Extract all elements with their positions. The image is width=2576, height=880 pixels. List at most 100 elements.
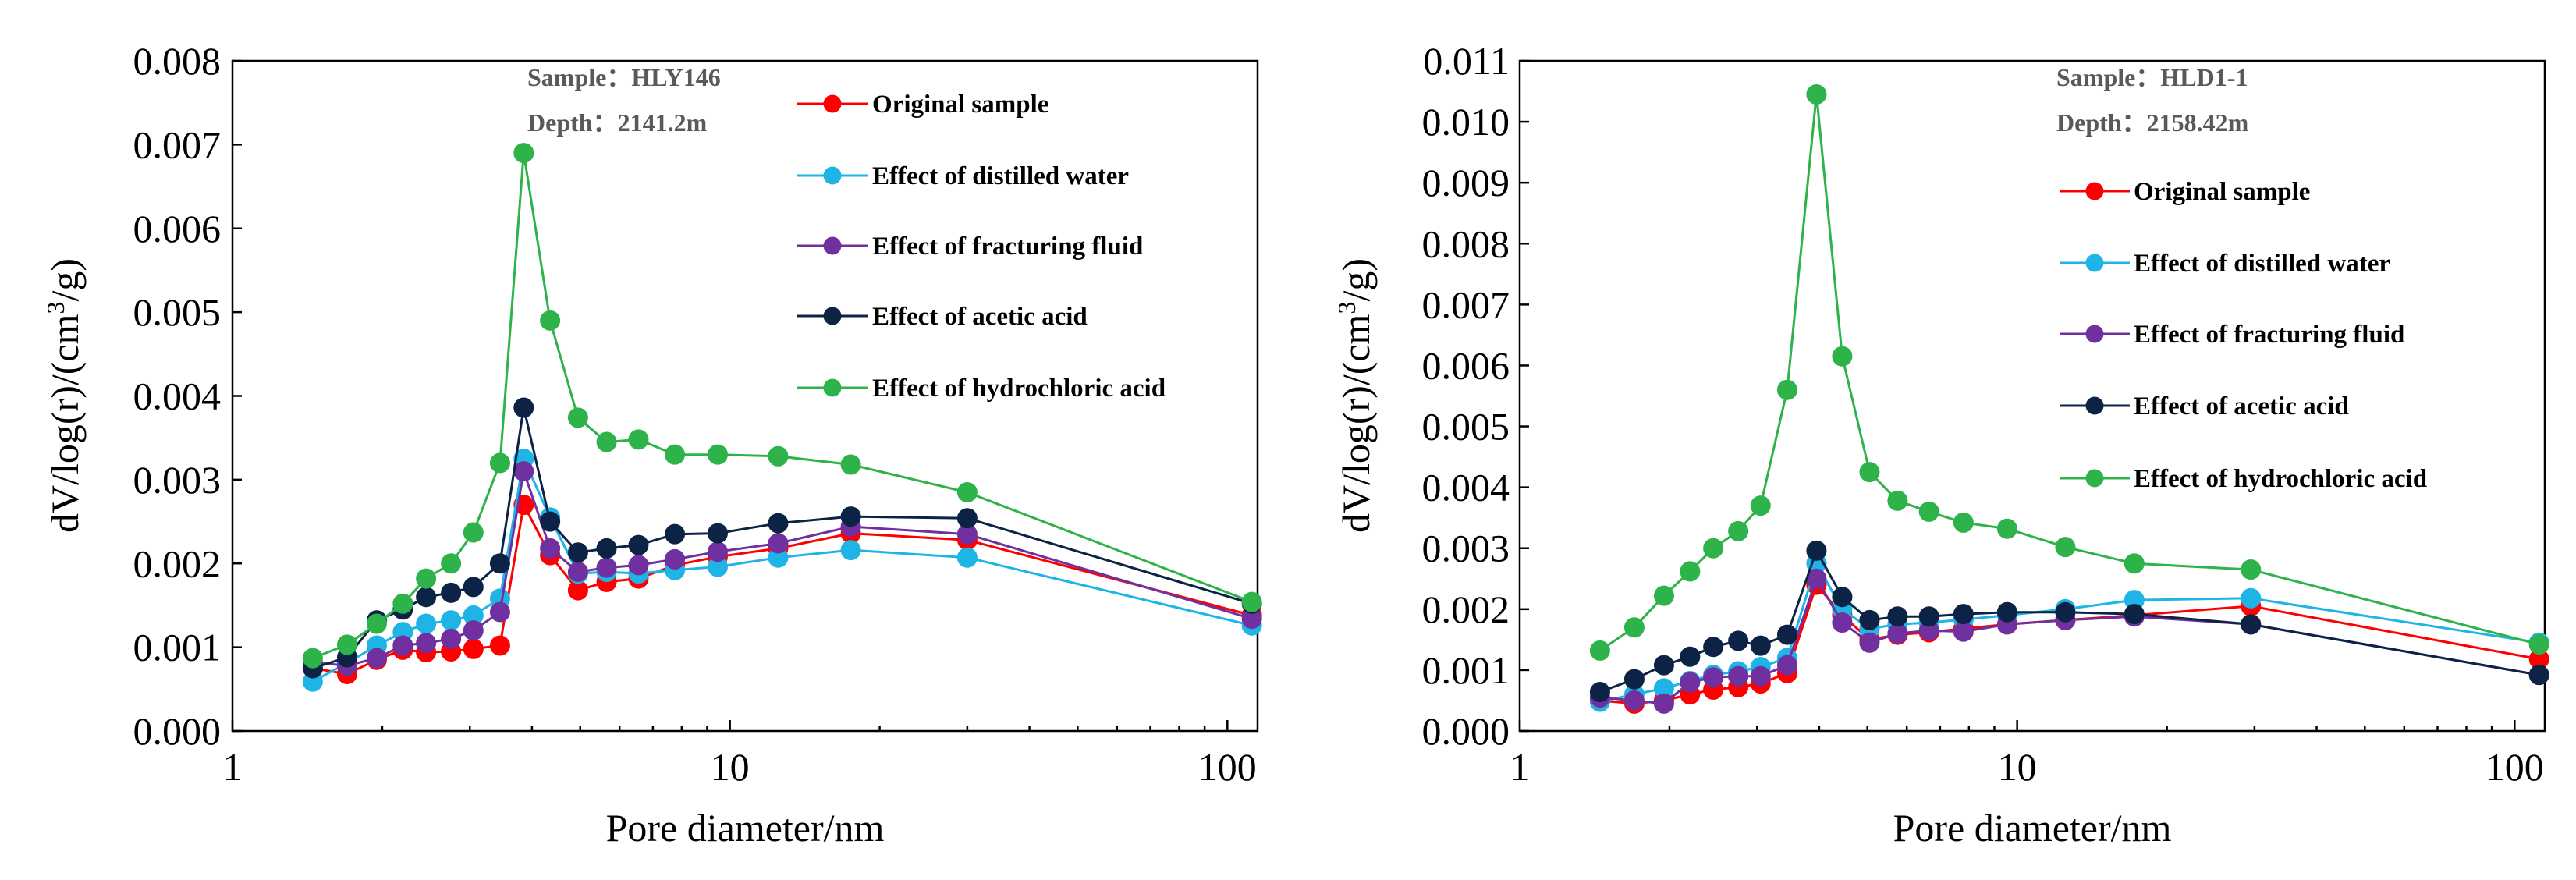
data-point: [416, 633, 437, 654]
data-point: [1776, 624, 1797, 645]
legend-marker: [2085, 182, 2104, 200]
data-point: [707, 541, 728, 562]
series-effect-of-acetic-acid: [1589, 540, 2549, 703]
data-point: [366, 648, 387, 669]
plot-frame: [1518, 59, 2546, 733]
data-point: [1887, 606, 1908, 627]
legend-entry: Effect of fracturing fluid: [797, 232, 1143, 261]
data-point: [1887, 623, 1908, 644]
y-tick-label: 0.006: [1422, 343, 1510, 387]
data-point: [441, 553, 462, 574]
y-tick-label: 0.007: [1422, 282, 1510, 326]
data-point: [489, 601, 510, 623]
data-point: [1728, 630, 1749, 651]
data-point: [1623, 669, 1645, 690]
legend-entry: Effect of acetic acid: [2060, 392, 2349, 420]
data-point: [1750, 635, 1771, 656]
data-point: [1653, 655, 1674, 676]
y-axis-title-main: dV/log(r)/(cm: [43, 314, 87, 533]
data-point: [1241, 591, 1262, 612]
legend-label: Effect of hydrochloric acid: [872, 374, 1166, 403]
legend-label: Effect of acetic acid: [2134, 392, 2349, 420]
data-point: [463, 522, 484, 543]
x-tick-label: 10: [1998, 745, 2037, 789]
data-point: [1953, 621, 1974, 642]
data-point: [489, 452, 510, 474]
data-point: [1832, 612, 1853, 633]
y-tick-label: 0.007: [133, 122, 222, 166]
chart-hld1-1: 0.000 0.001 0.002 0.003 0.004 0.005 0.006 0.007…: [1332, 39, 2549, 850]
data-point: [1703, 667, 1724, 688]
data-point: [463, 620, 484, 641]
x-tick-label: 1: [1510, 745, 1530, 789]
data-point: [768, 513, 789, 534]
data-point: [392, 635, 413, 656]
legend-entry: Effect of distilled water: [797, 162, 1129, 190]
data-point: [1680, 561, 1701, 582]
data-point: [1953, 604, 1974, 625]
data-point: [628, 429, 649, 450]
data-point: [1653, 585, 1674, 606]
data-point: [1887, 490, 1908, 511]
sample-annotation: Sample：HLD1-1: [2056, 63, 2248, 91]
data-point: [416, 568, 437, 589]
data-point: [1918, 501, 1939, 522]
y-axis-title-superscript: 3: [1332, 302, 1361, 314]
data-point: [463, 577, 484, 598]
data-point: [1623, 690, 1645, 711]
data-point: [956, 547, 978, 568]
y-tick-label: 0.002: [133, 541, 222, 585]
chart-hly146: 0.000 0.001 0.002 0.003 0.004 0.005 0.006 0.007…: [41, 39, 1262, 850]
data-point: [596, 557, 617, 578]
depth-annotation: Depth：2141.2m: [527, 108, 708, 137]
data-point: [665, 548, 686, 570]
legend-entry: Original sample: [797, 90, 1048, 119]
series-effect-of-hydrochloric-acid: [1589, 83, 2549, 661]
x-tick-label: 100: [1198, 745, 1257, 789]
legend-marker: [823, 94, 842, 113]
data-point: [2055, 537, 2076, 558]
data-point: [956, 508, 978, 529]
data-point: [336, 634, 357, 655]
legend-label: Original sample: [2134, 178, 2310, 206]
y-tick-label: 0.009: [1422, 161, 1510, 204]
y-tick-label: 0.001: [133, 626, 222, 669]
data-point: [1703, 637, 1724, 658]
data-point: [1859, 462, 1880, 483]
y-axis-title: dV/log(r)/(cm3/g): [1332, 258, 1378, 533]
data-point: [1859, 609, 1880, 630]
data-point: [707, 444, 728, 465]
data-point: [1996, 601, 2017, 623]
data-point: [441, 582, 462, 603]
legend-marker: [823, 307, 842, 325]
legend-label: Effect of fracturing fluid: [872, 232, 1143, 261]
data-point: [2241, 559, 2262, 580]
legend-marker: [2085, 325, 2104, 343]
y-tick-label: 0.003: [1422, 527, 1510, 570]
legend-marker: [2085, 469, 2104, 488]
data-point: [768, 445, 789, 467]
data-point: [1832, 346, 1853, 367]
data-point: [840, 454, 861, 475]
legend-label: Effect of fracturing fluid: [2134, 321, 2404, 349]
legend-entry: Effect of acetic acid: [797, 303, 1088, 331]
data-point: [840, 540, 861, 561]
series-effect-of-hydrochloric-acid: [302, 143, 1262, 669]
x-axis-title: Pore diameter/nm: [1893, 806, 2172, 850]
legend-label: Effect of distilled water: [872, 162, 1129, 190]
legend-entry: Effect of hydrochloric acid: [2060, 465, 2427, 493]
data-point: [302, 648, 323, 669]
data-point: [1750, 495, 1771, 516]
data-point: [1806, 83, 1827, 105]
legend-entry: Effect of distilled water: [2060, 250, 2390, 278]
data-point: [489, 635, 510, 656]
x-tick-label: 100: [2486, 745, 2544, 789]
data-point: [392, 593, 413, 614]
data-point: [1776, 379, 1797, 400]
data-point: [1832, 587, 1853, 608]
data-point: [2055, 601, 2076, 623]
data-point: [1680, 646, 1701, 667]
data-point: [2241, 587, 2262, 609]
y-tick-label: 0.010: [1422, 100, 1510, 144]
